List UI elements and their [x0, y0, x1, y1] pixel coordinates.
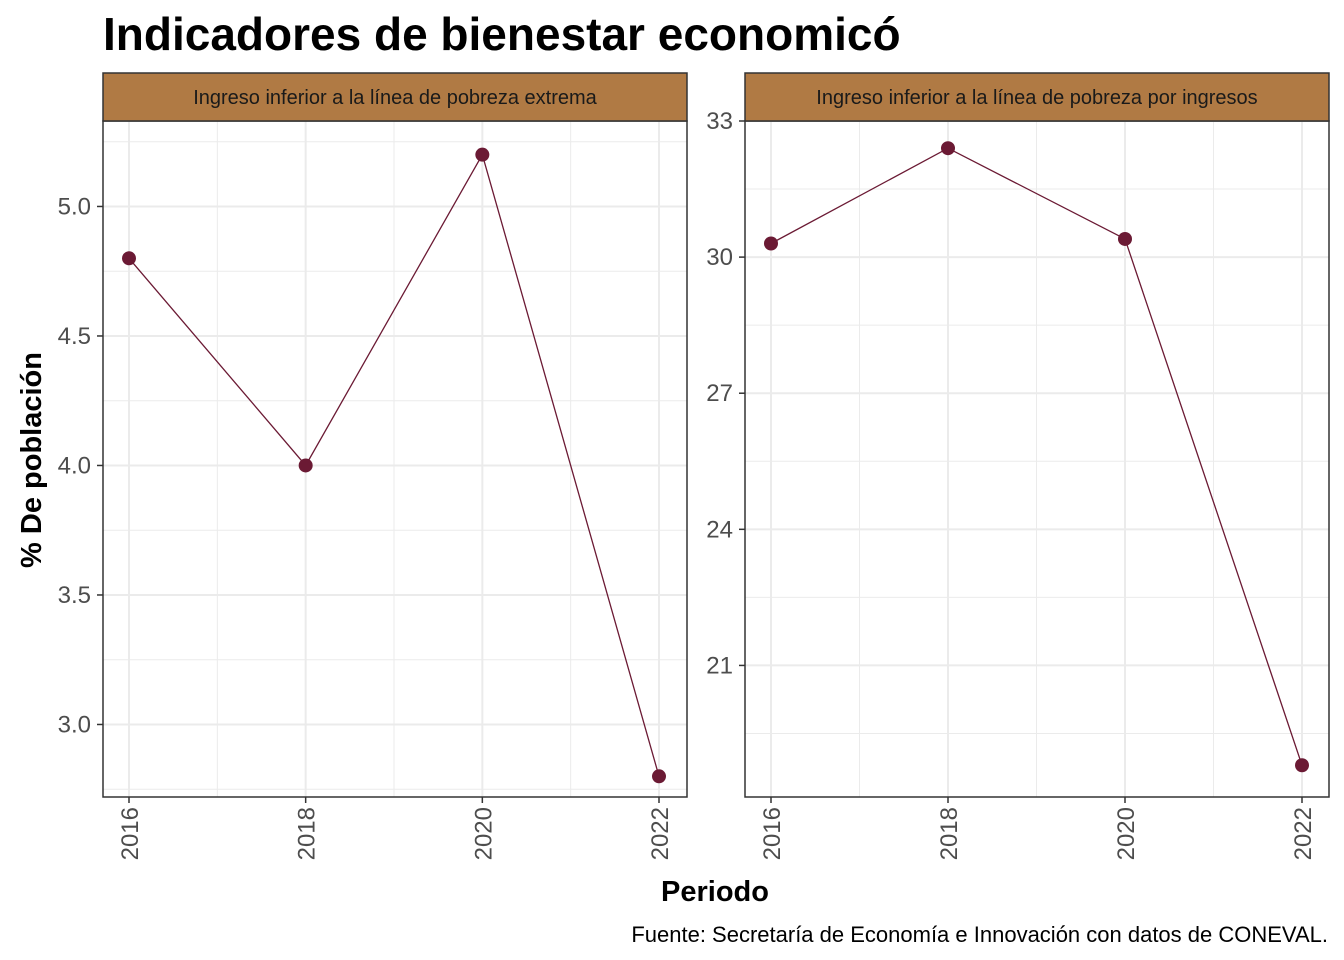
x-tick-label: 2022 [647, 807, 674, 860]
panel-2-grid [745, 120, 1329, 797]
data-point [475, 147, 490, 162]
panel-1-strip [102, 72, 688, 122]
chart-caption: Fuente: Secretaría de Economía e Innovac… [631, 922, 1328, 947]
data-point [122, 251, 136, 266]
x-tick-label: 2020 [470, 807, 497, 860]
y-tick-label: 3.5 [58, 582, 91, 609]
panel-2-y-ticks: 21 24 27 30 33 [706, 108, 745, 679]
data-point [652, 769, 666, 784]
y-tick-label: 5.0 [58, 193, 91, 220]
x-tick-label: 2018 [936, 807, 963, 860]
series-line [770, 147, 1303, 766]
panel-2-strip-label: Ingreso inferior a la línea de pobreza p… [816, 87, 1257, 109]
y-tick-label: 4.5 [58, 323, 91, 350]
panel-1-y-ticks: 3.0 3.5 4.0 4.5 5.0 [58, 193, 103, 738]
data-point [1118, 231, 1132, 246]
data-point [941, 141, 955, 156]
x-axis-title: Periodo [661, 876, 769, 908]
x-tick-label: 2016 [759, 807, 786, 860]
panel-2-series [764, 141, 1309, 773]
panel-1-grid [103, 121, 687, 797]
panel-1: Ingreso inferior a la línea de pobreza e… [58, 72, 688, 860]
panel-2-strip [744, 72, 1330, 122]
data-point [1295, 758, 1309, 773]
series-line [128, 153, 660, 777]
y-tick-label: 33 [706, 108, 733, 135]
y-tick-label: 27 [706, 380, 733, 407]
y-axis-title: % De población [16, 352, 48, 568]
panel-1-x-ticks: 2016 2018 2020 2022 [117, 797, 674, 860]
y-tick-label: 4.0 [58, 452, 91, 479]
panel-1-strip-label: Ingreso inferior a la línea de pobreza e… [193, 87, 597, 109]
y-tick-label: 3.0 [58, 711, 91, 738]
y-tick-label: 30 [706, 244, 733, 271]
panel-2: Ingreso inferior a la línea de pobreza p… [706, 72, 1330, 860]
data-point [764, 236, 778, 251]
x-tick-label: 2022 [1290, 807, 1317, 860]
y-tick-label: 24 [706, 516, 733, 543]
x-tick-label: 2016 [117, 807, 144, 860]
x-tick-label: 2018 [294, 807, 321, 860]
panel-1-series [122, 147, 666, 784]
y-tick-label: 21 [706, 652, 733, 679]
panel-2-x-ticks: 2016 2018 2020 2022 [759, 797, 1317, 860]
data-point [298, 458, 313, 473]
x-tick-label: 2020 [1113, 807, 1140, 860]
chart-title: Indicadores de bienestar economicó [103, 8, 901, 60]
